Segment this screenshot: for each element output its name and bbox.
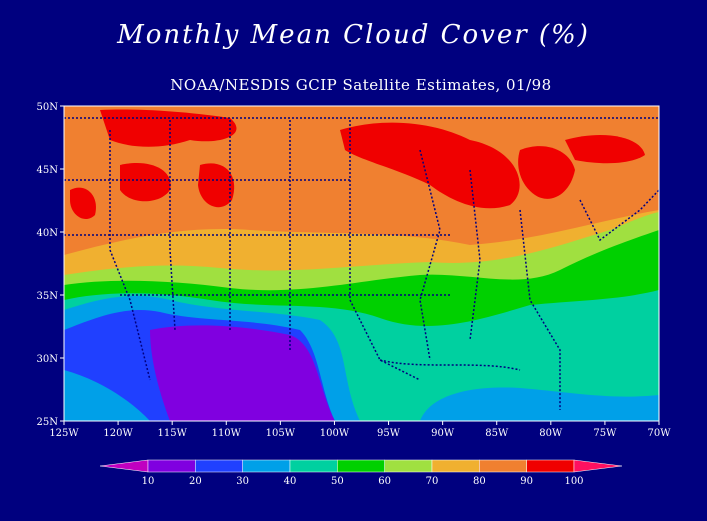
lon-tick-label: 85W	[485, 428, 509, 439]
contour-90-100-nw	[100, 109, 237, 147]
lat-tick-label: 35N	[37, 291, 59, 302]
mississippi	[419, 149, 441, 361]
lon-tick-label: 90W	[431, 428, 455, 439]
map-frame	[63, 105, 660, 422]
colorbar-label: 90	[520, 476, 533, 487]
colorbar-label: 50	[331, 476, 344, 487]
colorbar-label: 70	[426, 476, 439, 487]
contour-90-100-michigan	[518, 146, 575, 199]
contour-90-100-idaho	[120, 162, 171, 202]
west-state-line	[109, 130, 151, 381]
ohio-line	[469, 169, 481, 341]
colorbar-segment	[337, 459, 385, 473]
colorbar-label: 40	[284, 476, 297, 487]
colorbar-cap-low	[99, 459, 149, 473]
colorbar-segment	[526, 459, 575, 473]
idaho-nevada-line	[169, 120, 176, 331]
contour-10-20	[150, 325, 335, 421]
contour-90-100-greatlakes	[340, 122, 520, 209]
colorbar-label: 20	[189, 476, 202, 487]
colorbar-label: 80	[473, 476, 486, 487]
lon-tick-label: 100W	[320, 428, 350, 439]
lon-tick-label: 110W	[212, 428, 242, 439]
lon-tick-label: 75W	[593, 428, 617, 439]
lat-tick-label: 45N	[37, 165, 59, 176]
lon-tick-label: 105W	[266, 428, 296, 439]
colorbar-segment	[479, 459, 527, 473]
colorbar-segment	[289, 459, 338, 473]
colorbar-label: 100	[564, 476, 583, 487]
colorbar-segment	[242, 459, 291, 473]
east-coast	[579, 189, 659, 242]
lat-tick-label: 30N	[37, 354, 59, 365]
lon-tick-label: 80W	[539, 428, 563, 439]
contour-90-100-ne	[565, 135, 645, 164]
lat-tick-label: 40N	[37, 228, 59, 239]
contour-field	[64, 106, 659, 421]
lon-tick-label: 120W	[103, 428, 133, 439]
contour-90-100-wyoming	[198, 163, 235, 208]
boundary-lines	[64, 117, 659, 410]
colorbar-segment	[384, 459, 433, 473]
map-subtitle: NOAA/NESDIS GCIP Satellite Estimates, 01…	[170, 76, 552, 94]
lon-tick-label: 70W	[647, 428, 671, 439]
colorbar-label: 30	[236, 476, 249, 487]
lat-tick-label: 50N	[37, 102, 59, 113]
colorbar-label: 60	[378, 476, 391, 487]
longitude-axis: 125W 120W 115W 110W 105W 100W 95W 90W 85W 80W 75W 7…	[49, 421, 671, 439]
colorbar-segment	[147, 459, 196, 473]
colorbar: 10 20 30 40 50 60 70 80 90 100	[99, 459, 623, 487]
contour-30-40-gulf	[420, 387, 659, 421]
contour-90-100-oregon	[70, 187, 96, 220]
colorbar-label: 10	[142, 476, 155, 487]
map-title: Monthly Mean Cloud Cover (%)	[117, 20, 590, 50]
colorbar-segment	[431, 459, 480, 473]
lon-tick-label: 125W	[49, 428, 79, 439]
colorbar-segment	[195, 459, 243, 473]
latitude-axis: 25N 30N 35N 40N 45N 50N	[37, 102, 64, 428]
lon-tick-label: 95W	[377, 428, 401, 439]
georgia-florida	[519, 209, 561, 410]
colorbar-cap-high	[573, 459, 623, 473]
lon-tick-label: 115W	[157, 428, 187, 439]
texas-line	[349, 120, 421, 381]
lat-tick-label: 25N	[37, 417, 59, 428]
